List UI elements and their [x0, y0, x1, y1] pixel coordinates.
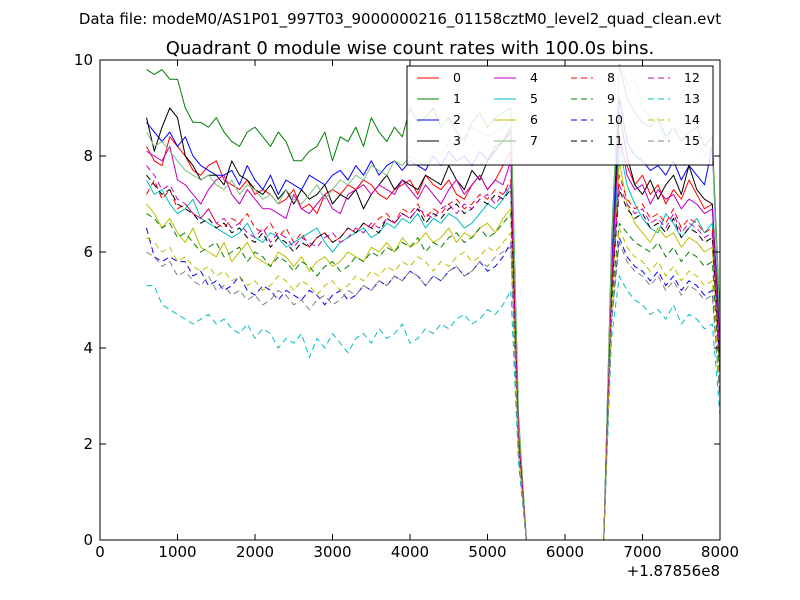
y-tick-label: 2 [83, 435, 93, 453]
y-tick-label: 10 [74, 51, 93, 69]
legend-label-11: 11 [607, 133, 623, 148]
y-tick-label: 0 [83, 531, 93, 549]
series-line-15 [146, 241, 720, 540]
legend-label-8: 8 [607, 70, 615, 85]
legend-label-4: 4 [530, 70, 538, 85]
chart-title: Quadrant 0 module wise count rates with … [166, 38, 655, 59]
legend-label-13: 13 [684, 91, 700, 106]
legend-label-14: 14 [684, 112, 700, 127]
legend-label-15: 15 [684, 133, 700, 148]
legend-label-3: 3 [453, 133, 461, 148]
x-tick-label: 6000 [546, 543, 584, 561]
series-line-12 [146, 165, 720, 540]
y-tick-label: 4 [83, 339, 93, 357]
series-line-9 [146, 213, 720, 540]
legend-label-10: 10 [607, 112, 623, 127]
x-tick-label: 0 [95, 543, 105, 561]
y-tick-label: 8 [83, 147, 93, 165]
series-line-14 [146, 227, 720, 540]
series-line-10 [146, 227, 720, 540]
x-tick-label: 2000 [236, 543, 274, 561]
x-tick-label: 7000 [623, 543, 661, 561]
legend-label-1: 1 [453, 91, 461, 106]
legend-label-12: 12 [684, 70, 700, 85]
legend-label-7: 7 [530, 133, 538, 148]
x-tick-label: 3000 [313, 543, 351, 561]
x-tick-label: 1000 [158, 543, 196, 561]
x-tick-label: 8000 [701, 543, 739, 561]
chart-suptitle: Data file: modeM0/AS1P01_997T03_90000002… [79, 10, 721, 29]
series-line-11 [146, 174, 720, 540]
series-line-5 [146, 145, 720, 540]
legend-label-9: 9 [607, 91, 615, 106]
legend-label-0: 0 [453, 70, 461, 85]
legend-label-5: 5 [530, 91, 538, 106]
series-line-13 [146, 275, 720, 540]
series-line-8 [146, 174, 720, 540]
x-tick-label: 4000 [391, 543, 429, 561]
x-offset-label: +1.87856e8 [627, 562, 720, 580]
legend-label-2: 2 [453, 112, 461, 127]
x-tick-label: 5000 [468, 543, 506, 561]
legend-label-6: 6 [530, 112, 538, 127]
y-tick-label: 6 [83, 243, 93, 261]
legend-box [406, 65, 714, 166]
